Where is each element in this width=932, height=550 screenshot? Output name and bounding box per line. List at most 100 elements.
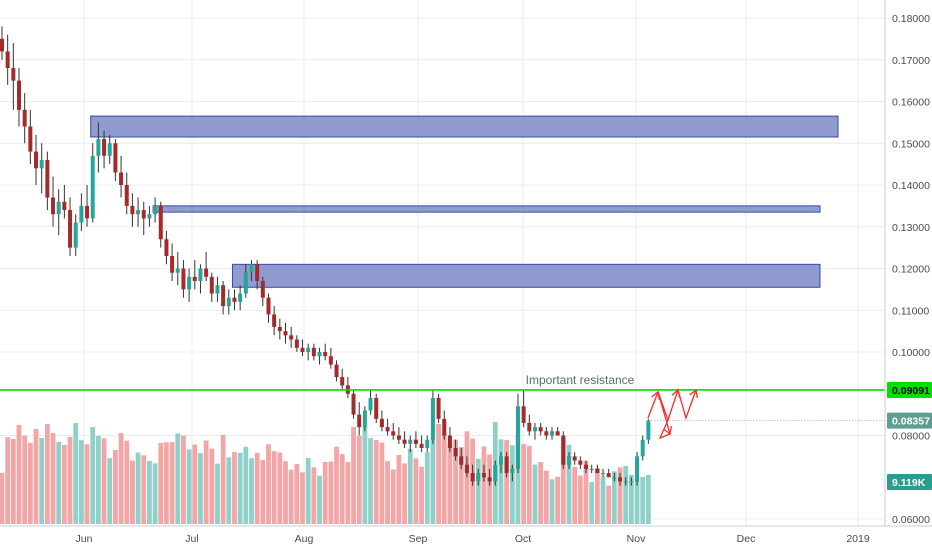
candle-body xyxy=(68,210,73,248)
supply-zone xyxy=(231,263,821,288)
time-tick-label: Jun xyxy=(76,533,93,545)
time-axis[interactable]: Jun Jul Aug Sep Oct Nov Dec 2019 xyxy=(76,533,870,545)
candle-body xyxy=(544,431,549,436)
price-tick-label: 0.06000 xyxy=(892,514,930,526)
candle-body xyxy=(11,68,16,81)
candle-body xyxy=(90,155,95,219)
volume-bar xyxy=(334,446,339,524)
candle-body xyxy=(277,326,282,332)
candle-body xyxy=(538,427,543,432)
candle-body xyxy=(374,397,379,419)
volume-bar xyxy=(589,482,595,524)
overlays xyxy=(0,387,885,440)
volume-bar xyxy=(311,467,317,524)
candle-body xyxy=(153,205,158,215)
volume-bar xyxy=(232,452,237,524)
candle-body xyxy=(209,276,214,294)
candle-body xyxy=(640,439,645,457)
candle-body xyxy=(504,456,509,474)
volume-bar xyxy=(572,467,578,524)
volume-bar xyxy=(356,436,362,524)
volume-bar xyxy=(16,425,22,524)
volume-bar xyxy=(78,440,84,524)
arrow-head xyxy=(671,388,681,398)
candle-body xyxy=(255,264,260,282)
candle-body xyxy=(198,268,203,282)
candle-body xyxy=(521,406,526,423)
volume-bar xyxy=(0,472,5,524)
candle-body xyxy=(96,139,101,156)
volume-bar xyxy=(600,476,606,524)
price-tag xyxy=(887,412,932,429)
candle-body xyxy=(158,205,163,240)
candle-body xyxy=(606,473,611,478)
volume-bar xyxy=(345,462,351,524)
volume-bar xyxy=(373,440,379,524)
candle-body xyxy=(442,418,447,436)
volume-bar xyxy=(243,446,249,524)
time-tick-label: Nov xyxy=(627,533,646,545)
volume-bar xyxy=(192,444,198,524)
candle-body xyxy=(396,435,401,440)
volume-bar xyxy=(209,448,215,524)
volume-bar xyxy=(113,450,118,524)
volume-bar xyxy=(294,464,300,524)
candle-body xyxy=(170,255,175,273)
volume-bar xyxy=(577,475,583,524)
volume-bar xyxy=(158,443,164,524)
volume-bar xyxy=(402,463,407,524)
candle-body xyxy=(357,414,362,428)
volume-bar xyxy=(521,444,527,524)
candle-body xyxy=(272,314,277,327)
candle-body xyxy=(215,285,220,294)
candle-body xyxy=(328,356,333,365)
price-tick-label: 0.12000 xyxy=(892,264,930,276)
candle-body xyxy=(464,464,469,474)
time-tick-label: Aug xyxy=(295,533,314,545)
candle-body xyxy=(612,477,617,479)
candle-body xyxy=(85,205,90,219)
candle-body xyxy=(584,464,589,469)
volume-bar xyxy=(141,455,147,524)
volume-bars xyxy=(0,422,651,524)
arrow-head xyxy=(651,390,661,400)
price-tag-label: 9.119K xyxy=(892,477,926,489)
candle-body xyxy=(300,347,305,352)
volume-bar xyxy=(436,424,441,524)
candle-body xyxy=(589,468,594,471)
candle-body xyxy=(62,201,67,211)
volume-bar xyxy=(107,458,113,524)
time-tick-label: Sep xyxy=(409,533,428,545)
candle-body xyxy=(572,456,577,461)
arrow-head xyxy=(663,426,673,436)
candle-body xyxy=(493,464,498,482)
candle-body xyxy=(226,297,231,307)
price-tick-label: 0.14000 xyxy=(892,180,930,192)
candle-body xyxy=(45,159,50,198)
candle-body xyxy=(487,477,492,482)
volume-bar xyxy=(339,454,345,524)
candle-body xyxy=(5,51,10,69)
volume-bar xyxy=(266,444,271,524)
candle-body xyxy=(232,297,237,302)
volume-bar xyxy=(407,448,413,524)
price-axis[interactable]: 0.18000 0.17000 0.16000 0.15000 0.14000 0.130… xyxy=(892,13,930,526)
time-tick-label: Jul xyxy=(185,533,198,545)
candle-body xyxy=(17,80,22,110)
candle-body xyxy=(175,268,180,273)
candle-body xyxy=(164,239,169,256)
price-tick-label: 0.17000 xyxy=(892,55,930,67)
candle-body xyxy=(408,439,413,444)
price-tag-label: 0.08357 xyxy=(892,416,930,428)
volume-bar xyxy=(396,455,402,524)
volume-bar xyxy=(475,458,481,524)
time-tick-label: 2019 xyxy=(846,533,870,545)
volume-bar xyxy=(351,427,356,524)
price-tick-label: 0.18000 xyxy=(892,13,930,25)
candle-body xyxy=(555,431,560,436)
volume-bar xyxy=(300,472,305,524)
volume-bar xyxy=(362,426,368,524)
volume-bar xyxy=(538,462,544,524)
volume-bar xyxy=(22,435,28,524)
